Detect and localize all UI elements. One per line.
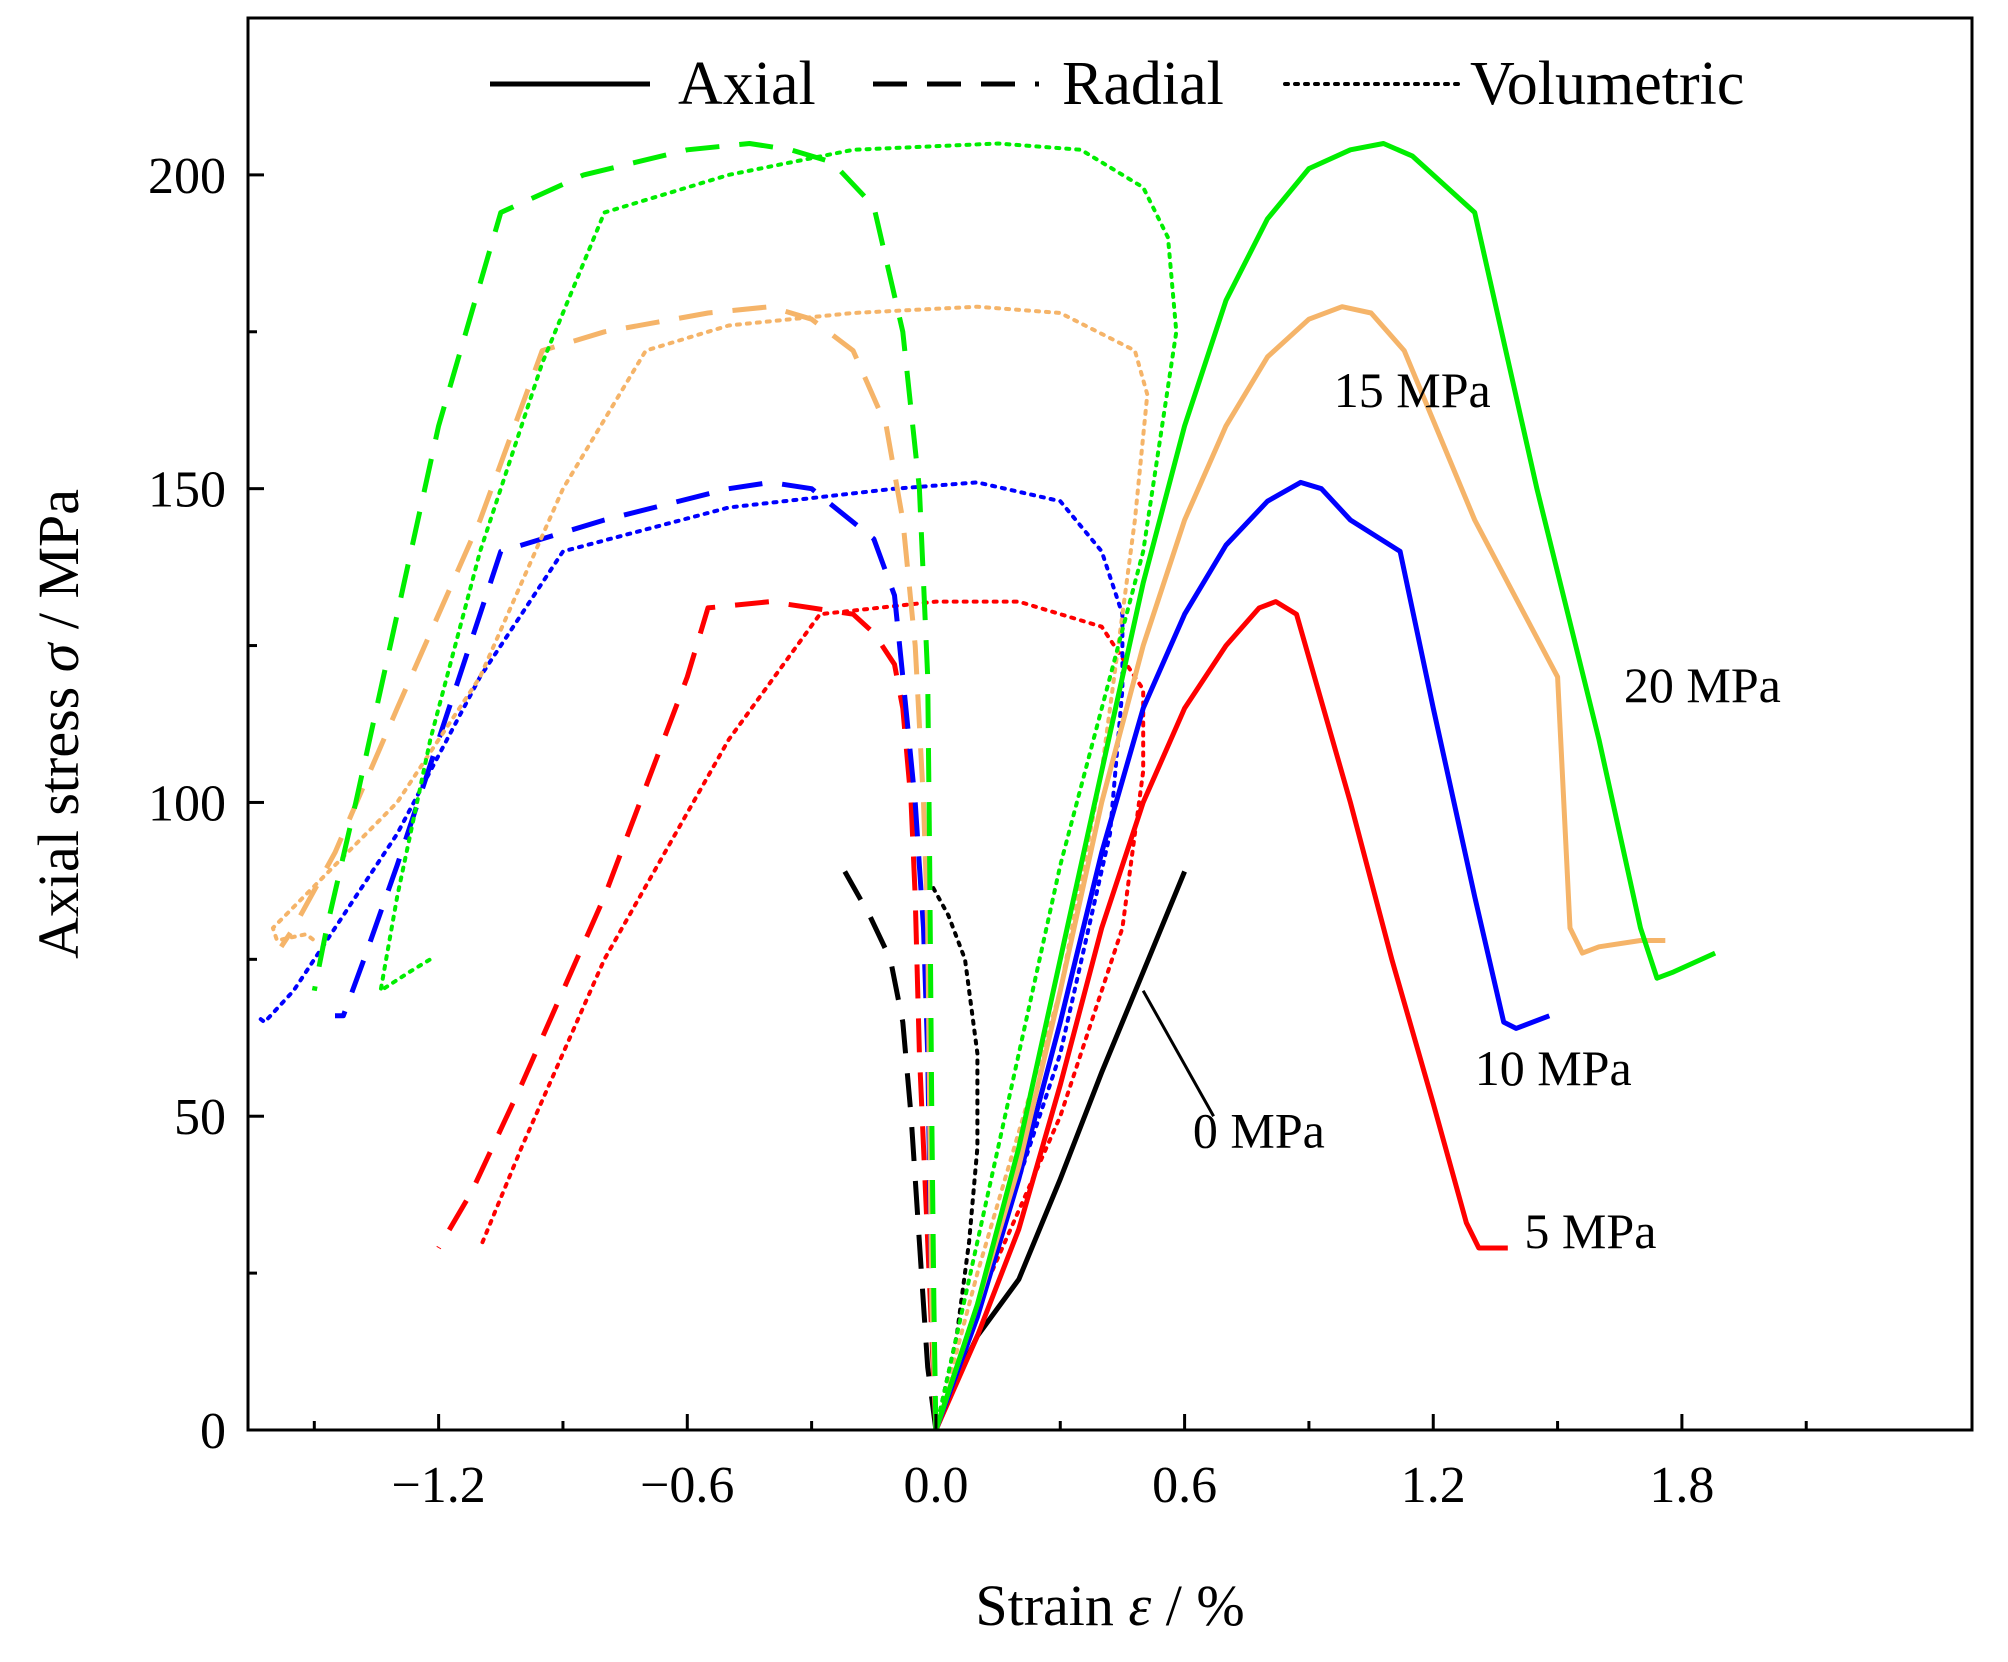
y-axis-title-symbol: σ	[26, 641, 91, 672]
x-axis-title-symbol: ε	[1128, 1573, 1151, 1638]
x-axis-title-suffix: / %	[1151, 1573, 1244, 1638]
legend-label-radial: Radial	[1062, 50, 1224, 118]
legend-label-volumetric: Volumetric	[1470, 50, 1744, 118]
annotation-5-mpa: 5 MPa	[1524, 1203, 1656, 1259]
series-line-10-mpa-volumetric	[254, 480, 1125, 1430]
x-tick-label: 1.8	[1649, 1457, 1714, 1514]
y-axis-title-prefix: Axial stress	[26, 672, 91, 959]
annotation-15-mpa: 15 MPa	[1334, 362, 1491, 418]
series-line-5-mpa-axial	[933, 599, 1508, 1430]
legend-label-axial: Axial	[678, 50, 816, 118]
x-tick-label: −1.2	[391, 1457, 485, 1514]
series-layer	[254, 141, 1717, 1430]
annotation-20-mpa: 20 MPa	[1624, 657, 1781, 713]
series-line-20-mpa-radial	[311, 141, 939, 1430]
series-line-20-mpa-axial	[933, 141, 1717, 1430]
annotation-layer: 0 MPa 5 MPa 10 MPa 15 MPa 20 MPa	[1141, 362, 1781, 1259]
y-axis-title: Axial stress σ / MPa	[26, 489, 91, 959]
series-line-15-mpa-axial	[933, 304, 1666, 1430]
axis-layer: −1.2 −0.6 0.0 0.6 1.2 1.8 0 50 100 150 200	[148, 16, 1808, 1514]
annotation-10-mpa: 10 MPa	[1475, 1040, 1632, 1096]
x-tick-label: 1.2	[1401, 1457, 1466, 1514]
y-axis-title-suffix: / MPa	[26, 489, 91, 644]
x-tick-label: −0.6	[640, 1457, 734, 1514]
y-tick-label: 150	[148, 462, 226, 519]
series-line-20-mpa-volumetric	[378, 141, 1179, 1430]
y-tick-label: 0	[200, 1403, 226, 1460]
series-line-15-mpa-radial	[279, 304, 939, 1430]
x-tick-label: 0.6	[1152, 1457, 1217, 1514]
series-line-10-mpa-radial	[335, 479, 939, 1430]
series-line-15-mpa-volumetric	[270, 304, 1150, 1430]
series-line-10-mpa-axial	[933, 479, 1551, 1430]
y-tick-label: 200	[148, 148, 226, 205]
x-axis-title-prefix: Strain	[975, 1573, 1128, 1638]
legend: Axial Radial Volumetric	[490, 50, 1744, 118]
x-tick-label: 0.0	[903, 1457, 968, 1514]
x-axis-title: Strain ε / %	[975, 1573, 1244, 1638]
annotation-leader-line	[1141, 989, 1215, 1117]
y-tick-label: 50	[174, 1089, 226, 1146]
series-line-5-mpa-volumetric	[478, 599, 1146, 1430]
series-line-0-mpa-radial	[842, 870, 939, 1430]
annotation-0-mpa: 0 MPa	[1193, 1103, 1325, 1159]
series-line-5-mpa-radial	[436, 599, 939, 1430]
plot-frame	[246, 16, 1974, 1432]
y-tick-label: 100	[148, 775, 226, 832]
series-group	[254, 141, 1717, 1430]
